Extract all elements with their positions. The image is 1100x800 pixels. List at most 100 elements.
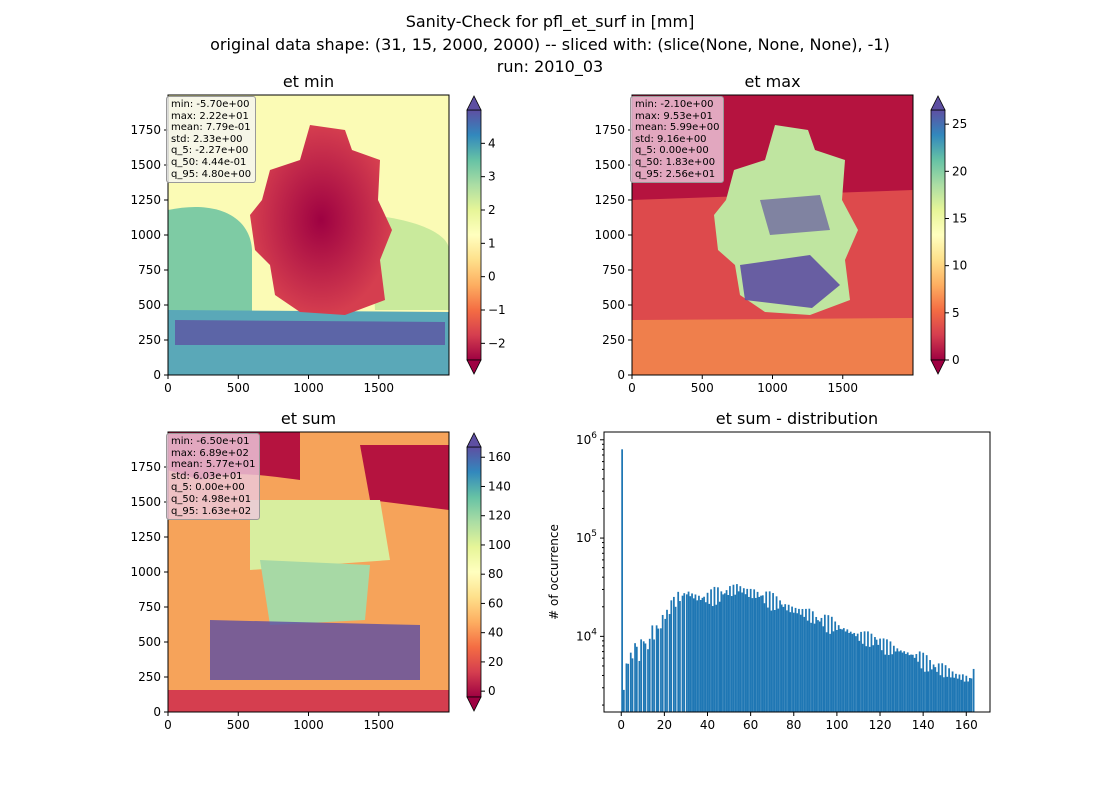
histogram-bar bbox=[853, 632, 856, 712]
y-axis-label: # of occurrence bbox=[547, 524, 561, 620]
histogram-bars bbox=[621, 449, 975, 712]
stats-line: mean: 5.77e+01 bbox=[171, 459, 256, 471]
y-tick-label: 1500 bbox=[130, 495, 161, 509]
histogram-bar bbox=[956, 678, 959, 712]
histogram-bar bbox=[722, 594, 724, 712]
histogram-bar bbox=[960, 679, 963, 712]
histogram-bar bbox=[787, 604, 790, 712]
histogram-bar bbox=[877, 644, 880, 712]
histogram-bar bbox=[808, 608, 811, 712]
histogram-bar bbox=[860, 631, 862, 712]
histogram-bar bbox=[780, 604, 783, 712]
histogram-bar bbox=[631, 658, 634, 712]
colorbar-tick-label: 10 bbox=[952, 259, 967, 273]
histogram-bar bbox=[681, 595, 684, 712]
histogram-bar bbox=[836, 629, 838, 712]
colorbar-tick-label: 80 bbox=[488, 567, 503, 581]
histogram-bar bbox=[834, 621, 837, 712]
histogram-bar bbox=[848, 632, 850, 712]
colorbar-tick-label: −2 bbox=[488, 336, 506, 350]
stats-line: q_5: 0.00e+00 bbox=[635, 145, 709, 157]
stats-line: q_50: 1.83e+00 bbox=[635, 156, 716, 168]
x-tick-label: 40 bbox=[700, 718, 715, 732]
histogram-bar bbox=[734, 594, 737, 712]
y-tick-label: 1000 bbox=[130, 565, 161, 579]
stats-line: std: 9.16e+00 bbox=[635, 133, 707, 145]
colorbar-gradient bbox=[466, 109, 482, 361]
histogram-bar bbox=[732, 584, 735, 712]
histogram-bar bbox=[679, 601, 681, 712]
stats-line: q_50: 4.44e-01 bbox=[171, 156, 247, 168]
histogram-bar bbox=[621, 449, 623, 712]
colorbar-tick-label: 20 bbox=[952, 164, 967, 178]
histogram-bar bbox=[647, 649, 649, 712]
heatmap-region-central bbox=[760, 195, 830, 235]
histogram-bar bbox=[796, 613, 799, 712]
histogram-bar bbox=[625, 663, 628, 712]
histogram-bar bbox=[939, 675, 942, 712]
y-tick-label: 1750 bbox=[130, 460, 161, 474]
y-tick-label: 750 bbox=[138, 263, 161, 277]
stats-box-et-min: min: -5.70e+00 max: 2.22e+01 mean: 7.79e… bbox=[166, 96, 257, 184]
subplot-title: et sum bbox=[281, 409, 336, 428]
histogram-bar bbox=[891, 654, 894, 712]
histogram-bar bbox=[772, 593, 774, 712]
heatmap-region-central bbox=[260, 560, 370, 625]
histogram-bar bbox=[886, 639, 888, 712]
histogram-bar bbox=[653, 639, 655, 712]
y-tick-label: 1250 bbox=[130, 530, 161, 544]
histogram-bar bbox=[770, 610, 773, 712]
histogram-bar bbox=[729, 586, 731, 712]
heatmap-region-west-sea bbox=[168, 206, 252, 330]
y-tick-label: 1500 bbox=[130, 158, 161, 172]
y-tick-label: 1750 bbox=[594, 123, 625, 137]
histogram-bar bbox=[880, 650, 883, 712]
histogram-bar bbox=[737, 591, 740, 712]
histogram-bar bbox=[720, 591, 723, 712]
histogram-bar bbox=[806, 620, 809, 712]
histogram-bar bbox=[768, 591, 771, 712]
x-tick-label: 500 bbox=[227, 718, 250, 732]
y-tick-label: 1000 bbox=[594, 228, 625, 242]
histogram-bar bbox=[773, 610, 776, 712]
histogram-bar bbox=[627, 663, 630, 712]
histogram-bar bbox=[727, 595, 730, 712]
histogram-bar bbox=[906, 652, 909, 712]
histogram-bar bbox=[911, 654, 914, 712]
colorbar-tick-label: −1 bbox=[488, 303, 506, 317]
histogram-bar bbox=[789, 612, 792, 712]
histogram-bar bbox=[865, 646, 868, 712]
histogram-bar bbox=[842, 628, 845, 712]
colorbar-tick-label: 0 bbox=[952, 353, 960, 367]
histogram-bar bbox=[951, 671, 954, 712]
stats-line: q_95: 1.63e+02 bbox=[171, 505, 252, 517]
histogram-bar bbox=[855, 636, 857, 712]
x-tick-label: 0 bbox=[617, 718, 625, 732]
stats-line: q_5: -2.27e+00 bbox=[171, 145, 249, 157]
histogram-bar bbox=[965, 675, 968, 712]
colorbar-tick-label: 25 bbox=[952, 117, 967, 131]
histogram-bar bbox=[715, 604, 718, 712]
histogram-bar bbox=[825, 632, 828, 712]
colorbar-tick-label: 100 bbox=[488, 538, 511, 552]
colorbar-tick-label: 2 bbox=[488, 203, 496, 217]
histogram-bar bbox=[875, 639, 878, 712]
figure-title-line-1: Sanity-Check for pfl_et_surf in [mm] bbox=[405, 12, 695, 31]
heatmap-region-south bbox=[168, 690, 449, 712]
histogram-bar bbox=[674, 606, 677, 712]
histogram-bar bbox=[775, 596, 778, 712]
histogram-bar bbox=[889, 641, 892, 712]
histogram-bar bbox=[882, 638, 885, 712]
histogram-bar bbox=[955, 673, 957, 712]
stats-line: min: -6.50e+01 bbox=[171, 436, 250, 447]
histogram-bar bbox=[915, 654, 918, 712]
colorbar-extend-top bbox=[930, 95, 946, 111]
histogram-bar bbox=[756, 591, 759, 712]
x-tick-label: 1000 bbox=[293, 718, 324, 732]
y-tick-label: 500 bbox=[138, 298, 161, 312]
figure-title-line-2: original data shape: (31, 15, 2000, 2000… bbox=[210, 35, 890, 54]
histogram-bar bbox=[758, 596, 761, 712]
histogram-bar bbox=[765, 591, 768, 712]
x-tick-label: 1500 bbox=[363, 381, 394, 395]
